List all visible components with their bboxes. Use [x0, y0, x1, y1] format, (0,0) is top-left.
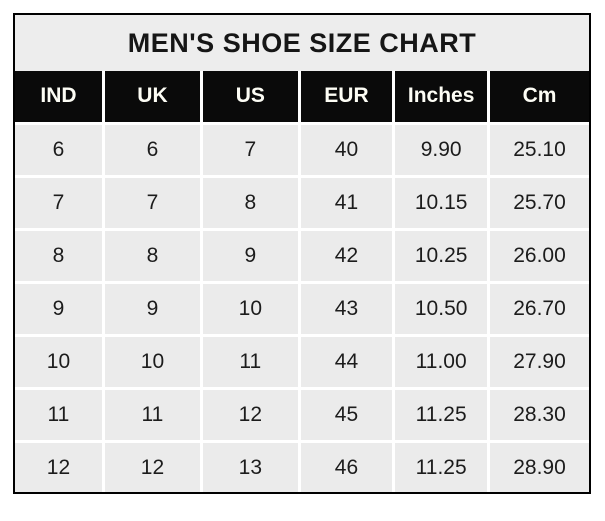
- chart-frame: MEN'S SHOE SIZE CHART IND UK US EUR Inch…: [13, 13, 591, 494]
- cell-ind: 7: [15, 174, 104, 230]
- cell-eur: 45: [297, 387, 394, 442]
- column-header-uk: UK: [101, 71, 202, 123]
- cell-uk: 10: [101, 333, 202, 389]
- cell-us: 7: [200, 121, 300, 177]
- cell-us: 8: [200, 174, 300, 230]
- table-row: 10 10 11 44 11.00 27.90: [15, 333, 589, 389]
- cell-inches: 11.25: [392, 387, 489, 442]
- cell-us: 9: [200, 227, 300, 283]
- cell-eur: 43: [297, 280, 394, 336]
- cell-eur: 46: [297, 440, 394, 492]
- column-header-eur: EUR: [297, 71, 394, 123]
- cell-ind: 8: [15, 227, 104, 283]
- cell-us: 12: [200, 387, 300, 442]
- cell-ind: 10: [15, 333, 104, 389]
- cell-cm: 25.70: [487, 174, 589, 230]
- table-row: 7 7 8 41 10.15 25.70: [15, 174, 589, 230]
- column-header-inches: Inches: [392, 71, 489, 123]
- cell-cm: 26.70: [487, 280, 589, 336]
- cell-us: 10: [200, 280, 300, 336]
- cell-cm: 28.30: [487, 387, 589, 442]
- cell-cm: 28.90: [487, 440, 589, 492]
- cell-uk: 7: [101, 174, 202, 230]
- cell-inches: 11.25: [392, 440, 489, 492]
- cell-inches: 10.15: [392, 174, 489, 230]
- cell-ind: 6: [15, 121, 104, 177]
- size-chart-table: MEN'S SHOE SIZE CHART IND UK US EUR Inch…: [15, 15, 589, 492]
- table-row: 9 9 10 43 10.50 26.70: [15, 280, 589, 336]
- cell-inches: 9.90: [392, 121, 489, 177]
- cell-uk: 9: [101, 280, 202, 336]
- cell-uk: 12: [101, 440, 202, 492]
- column-header-ind: IND: [15, 71, 104, 123]
- cell-ind: 9: [15, 280, 104, 336]
- cell-uk: 6: [101, 121, 202, 177]
- cell-inches: 10.25: [392, 227, 489, 283]
- cell-cm: 27.90: [487, 333, 589, 389]
- cell-eur: 41: [297, 174, 394, 230]
- table-row: 8 8 9 42 10.25 26.00: [15, 227, 589, 283]
- title-row: MEN'S SHOE SIZE CHART: [15, 15, 589, 71]
- cell-eur: 42: [297, 227, 394, 283]
- cell-inches: 10.50: [392, 280, 489, 336]
- table-row: 11 11 12 45 11.25 28.30: [15, 387, 589, 442]
- column-header-cm: Cm: [487, 71, 589, 123]
- cell-cm: 26.00: [487, 227, 589, 283]
- cell-eur: 40: [297, 121, 394, 177]
- chart-title: MEN'S SHOE SIZE CHART: [15, 15, 589, 71]
- cell-eur: 44: [297, 333, 394, 389]
- cell-uk: 8: [101, 227, 202, 283]
- table-row: 6 6 7 40 9.90 25.10: [15, 121, 589, 177]
- cell-cm: 25.10: [487, 121, 589, 177]
- column-header-us: US: [200, 71, 300, 123]
- table-row: 12 12 13 46 11.25 28.90: [15, 440, 589, 492]
- column-header-row: IND UK US EUR Inches Cm: [15, 71, 589, 123]
- cell-ind: 12: [15, 440, 104, 492]
- cell-us: 11: [200, 333, 300, 389]
- cell-us: 13: [200, 440, 300, 492]
- cell-ind: 11: [15, 387, 104, 442]
- cell-uk: 11: [101, 387, 202, 442]
- cell-inches: 11.00: [392, 333, 489, 389]
